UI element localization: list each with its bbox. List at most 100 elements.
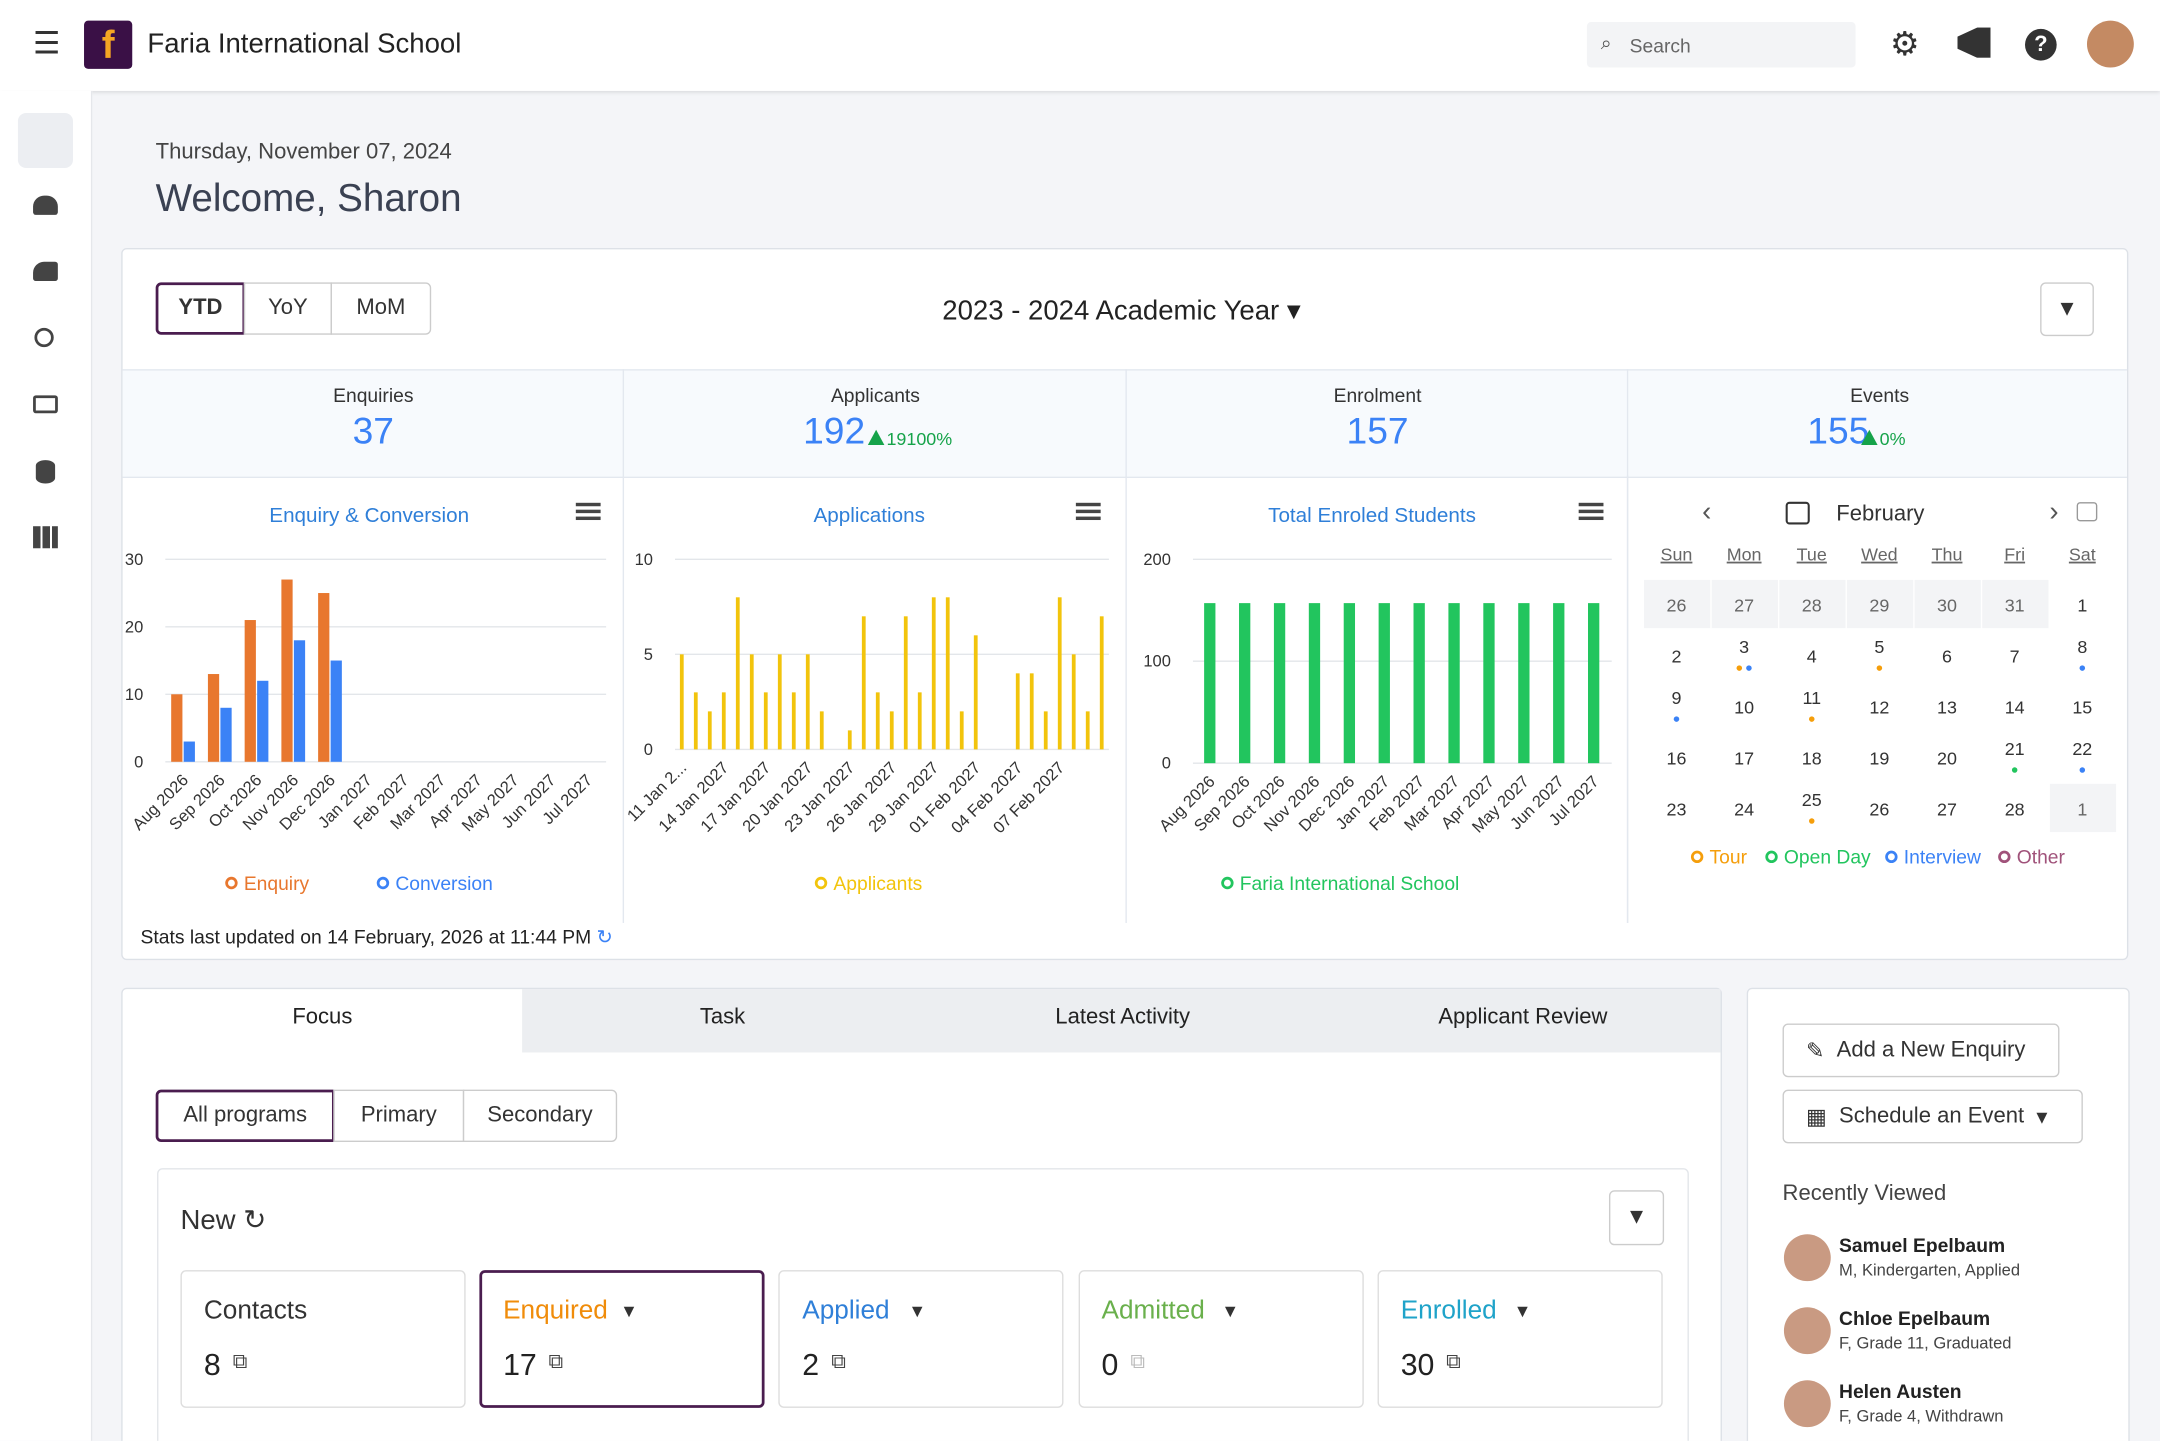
bar	[1085, 711, 1090, 750]
tab[interactable]: Task	[699, 1005, 746, 1030]
kpi-value: 192	[803, 410, 866, 452]
day: 26	[1667, 596, 1687, 616]
bar	[1378, 603, 1390, 764]
y-tick-label: 20	[125, 617, 143, 636]
weekday: Wed	[1861, 545, 1897, 565]
nav-contacts[interactable]	[33, 261, 58, 282]
nav-reports[interactable]	[33, 526, 58, 549]
chart-menu	[1578, 516, 1604, 521]
card-link[interactable]: ⧉	[1446, 1349, 1461, 1374]
pipeline-card[interactable]	[479, 1270, 765, 1408]
person-name[interactable]: Samuel Epelbaum	[1839, 1234, 2006, 1257]
bar	[318, 593, 330, 762]
event-dot	[1736, 665, 1743, 671]
card-link[interactable]: ⧉	[548, 1349, 564, 1374]
y-tick-label: 5	[644, 645, 653, 664]
pipeline-card[interactable]	[1377, 1270, 1663, 1408]
program-tab[interactable]: All programs	[155, 1089, 335, 1142]
weekday: Sat	[2069, 545, 2096, 565]
program-tab[interactable]: Secondary	[462, 1089, 618, 1142]
bar	[679, 654, 684, 750]
y-tick-label: 0	[644, 740, 653, 759]
nav-data[interactable]	[35, 460, 56, 484]
menu-button[interactable]: ☰	[33, 26, 61, 61]
card-count: 0	[1101, 1347, 1119, 1382]
calendar-prev: ‹	[1702, 496, 1711, 527]
nav-people[interactable]	[33, 195, 58, 215]
bar	[917, 692, 922, 750]
add-enquiry-button[interactable]: ✎ Add a New Enquiry	[1782, 1023, 2060, 1078]
card-dropdown: ▼	[620, 1300, 638, 1322]
pipeline-box	[157, 1168, 1689, 1441]
bar	[1588, 603, 1600, 764]
tab[interactable]: Latest Activity	[1055, 1005, 1191, 1030]
legend-marker	[814, 876, 828, 890]
tab[interactable]: Focus	[292, 1005, 353, 1030]
outside-day	[1846, 579, 1914, 629]
card-count: 2	[802, 1347, 820, 1382]
y-tick-label: 0	[134, 752, 143, 771]
bar	[293, 640, 306, 762]
chart-title: Applications	[814, 504, 925, 527]
day: 23	[1667, 800, 1687, 820]
announce-icon[interactable]	[1957, 27, 1991, 58]
avatar[interactable]	[2086, 20, 2134, 68]
person-avatar	[1783, 1307, 1831, 1355]
pipeline-card[interactable]	[778, 1270, 1065, 1408]
day: 10	[1734, 698, 1754, 718]
filter-button[interactable]: ▼	[2040, 282, 2094, 337]
day: 13	[1937, 698, 1957, 718]
help-icon[interactable]: ?	[2024, 28, 2057, 61]
pipeline-card[interactable]	[180, 1270, 466, 1408]
kpi-change-icon	[1860, 429, 1877, 445]
kpi-value: 157	[1346, 410, 1409, 452]
schedule-event-button[interactable]: ▦ Schedule an Event ▾	[1782, 1089, 2083, 1144]
day: 9	[1672, 688, 1682, 708]
card-label: Admitted	[1101, 1296, 1205, 1326]
logo[interactable]: f	[84, 20, 133, 69]
outside-day	[1914, 579, 1981, 629]
legend-label: Other	[2017, 848, 2066, 869]
card-link[interactable]: ⧉	[232, 1349, 248, 1374]
nav-dashboard[interactable]	[17, 112, 74, 169]
bar	[1239, 603, 1251, 764]
add-enquiry-label: Add a New Enquiry	[1836, 1037, 2026, 1062]
nav-refresh[interactable]	[34, 327, 54, 348]
bar	[707, 711, 712, 750]
legend-marker	[376, 876, 390, 890]
tab[interactable]: Applicant Review	[1438, 1005, 1608, 1030]
weekday: Fri	[2004, 545, 2025, 565]
bar	[1204, 603, 1216, 764]
day: 24	[1734, 800, 1754, 820]
legend-label: Applicants	[833, 874, 922, 895]
year-select[interactable]: 2023 - 2024 Academic Year ▾	[942, 296, 1301, 327]
bar	[1308, 603, 1321, 764]
search-box[interactable]: ⌕ Search	[1586, 22, 1856, 68]
bar	[903, 616, 908, 750]
period-tab[interactable]: YoY	[243, 282, 332, 335]
top-bar: ☰ f Faria International School ⌕ Search …	[0, 0, 2160, 91]
pipeline-title-text: New	[180, 1205, 236, 1236]
chart-menu	[575, 509, 601, 514]
pipeline-card[interactable]	[1078, 1270, 1364, 1408]
settings-icon[interactable]: ⚙	[1889, 26, 1920, 64]
person-name[interactable]: Helen Austen	[1839, 1380, 1962, 1403]
day: 7	[2010, 647, 2020, 667]
card-link[interactable]: ⧉	[831, 1349, 846, 1374]
event-dot	[2079, 767, 2086, 773]
period-tab[interactable]: YTD	[155, 282, 246, 335]
nav-billing[interactable]	[33, 395, 58, 414]
pipeline-filter[interactable]: ▼	[1608, 1190, 1665, 1246]
bar	[1099, 616, 1104, 750]
card-link[interactable]: ⧉	[1130, 1349, 1146, 1374]
day: 22	[2072, 739, 2092, 759]
card-dropdown: ▼	[1221, 1300, 1240, 1322]
person-name[interactable]: Chloe Epelbaum	[1839, 1307, 1991, 1330]
y-tick-label: 0	[1162, 754, 1171, 773]
day: 4	[1807, 647, 1817, 667]
legend-marker	[225, 876, 238, 890]
program-tab[interactable]: Primary	[333, 1089, 465, 1142]
period-tab[interactable]: MoM	[330, 282, 432, 335]
